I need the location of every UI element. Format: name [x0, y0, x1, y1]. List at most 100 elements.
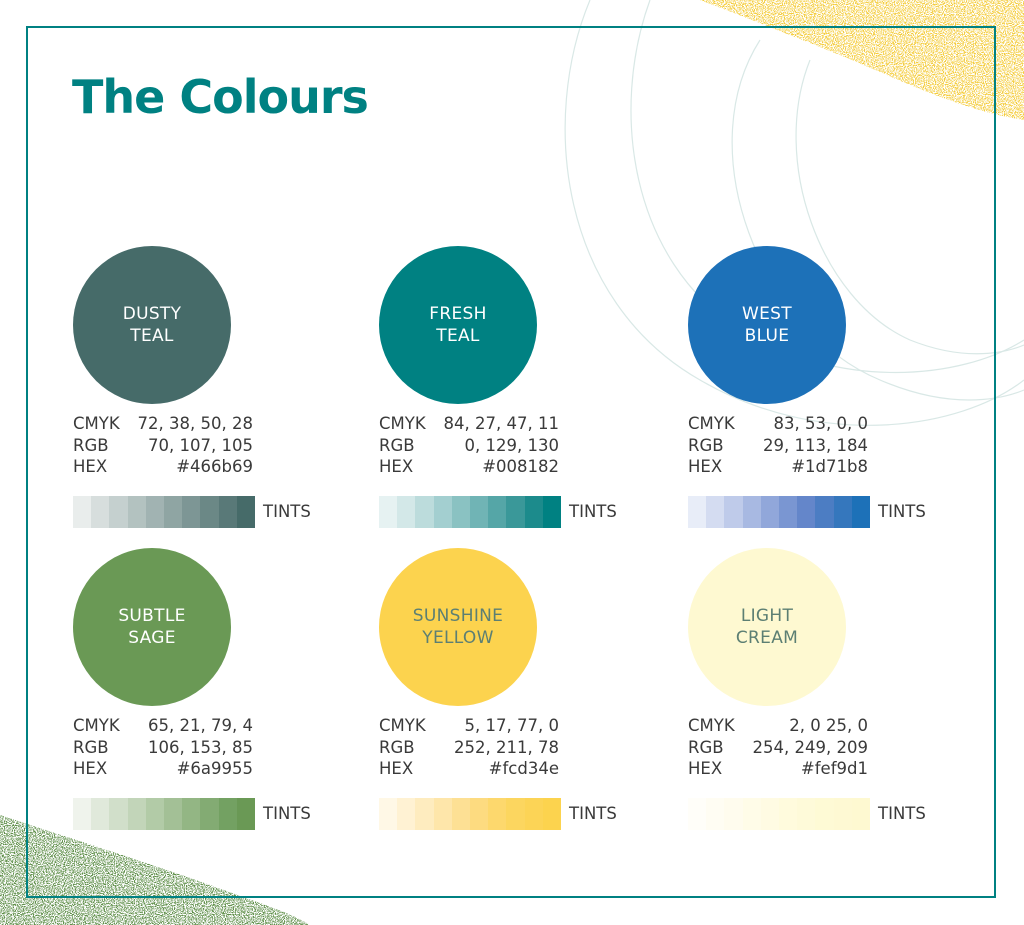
- tint-swatch: [688, 798, 707, 830]
- rgb-row: RGB 252, 211, 78: [379, 737, 559, 759]
- colour-specs: CMYK 72, 38, 50, 28 RGB 70, 107, 105 HEX…: [73, 413, 253, 478]
- tint-swatch: [851, 496, 871, 528]
- cmyk-label: CMYK: [73, 414, 120, 433]
- tint-swatch: [236, 496, 256, 528]
- colour-specs: CMYK 5, 17, 77, 0 RGB 252, 211, 78 HEX #…: [379, 715, 559, 780]
- rgb-label: RGB: [688, 737, 724, 757]
- hex-row: HEX #fef9d1: [688, 758, 868, 780]
- colour-name-line2: TEAL: [130, 326, 174, 346]
- tint-swatch: [218, 496, 237, 528]
- rgb-label: RGB: [379, 435, 415, 455]
- tint-swatch: [218, 798, 237, 830]
- rgb-label: RGB: [73, 435, 109, 455]
- colour-name-line1: WEST: [742, 304, 792, 324]
- colour-swatch: FRESH TEAL: [379, 246, 537, 404]
- tint-swatch: [524, 496, 543, 528]
- colour-name-line2: TEAL: [436, 326, 480, 346]
- tint-swatch: [379, 496, 398, 528]
- colour-specs: CMYK 84, 27, 47, 11 RGB 0, 129, 130 HEX …: [379, 413, 559, 478]
- cmyk-label: CMYK: [688, 716, 735, 735]
- tints-label: TINTS: [878, 804, 926, 823]
- cmyk-label: CMYK: [73, 716, 120, 735]
- tint-swatch: [506, 798, 525, 830]
- tints-strip: [688, 496, 871, 528]
- colour-name-line1: DUSTY: [122, 304, 182, 324]
- tint-swatch: [742, 496, 761, 528]
- cmyk-value: 83, 53, 0, 0: [773, 414, 868, 433]
- hex-value: #fcd34e: [488, 759, 559, 778]
- tint-swatch: [236, 798, 256, 830]
- colour-name-line2: BLUE: [744, 326, 790, 346]
- tint-swatch: [706, 496, 725, 528]
- hex-label: HEX: [73, 457, 108, 476]
- colour-name-line2: SAGE: [128, 628, 176, 648]
- tint-swatch: [488, 496, 507, 528]
- cmyk-row: CMYK 72, 38, 50, 28: [73, 413, 253, 435]
- rgb-value: 0, 129, 130: [464, 435, 559, 455]
- cmyk-value: 5, 17, 77, 0: [464, 716, 559, 735]
- tint-swatch: [760, 798, 780, 830]
- hex-row: HEX #fcd34e: [379, 758, 559, 780]
- tint-swatch: [451, 496, 471, 528]
- cmyk-row: CMYK 2, 0 25, 0: [688, 715, 868, 737]
- tint-swatch: [815, 798, 834, 830]
- tint-swatch: [415, 496, 434, 528]
- rgb-row: RGB 254, 249, 209: [688, 737, 868, 759]
- colour-name-line2: CREAM: [735, 628, 799, 648]
- tint-swatch: [724, 496, 743, 528]
- tints-label: TINTS: [569, 502, 617, 521]
- rgb-row: RGB 106, 153, 85: [73, 737, 253, 759]
- colour-name-line1: SUNSHINE: [412, 606, 504, 626]
- cmyk-label: CMYK: [379, 716, 426, 735]
- colour-swatch: DUSTY TEAL: [73, 246, 231, 404]
- colour-card: SUNSHINE YELLOW CMYK 5, 17, 77, 0 RGB 25…: [379, 548, 679, 848]
- tint-swatch: [91, 798, 110, 830]
- cmyk-row: CMYK 5, 17, 77, 0: [379, 715, 559, 737]
- cmyk-value: 65, 21, 79, 4: [148, 716, 253, 735]
- colour-swatch: SUBTLE SAGE: [73, 548, 231, 706]
- tint-swatch: [742, 798, 761, 830]
- colour-specs: CMYK 65, 21, 79, 4 RGB 106, 153, 85 HEX …: [73, 715, 253, 780]
- tint-swatch: [688, 496, 707, 528]
- tints-strip: [379, 496, 562, 528]
- colour-swatch: WEST BLUE: [688, 246, 846, 404]
- tint-swatch: [127, 798, 146, 830]
- hex-row: HEX #008182: [379, 456, 559, 478]
- hex-label: HEX: [688, 457, 723, 476]
- tint-swatch: [851, 798, 871, 830]
- hex-label: HEX: [379, 457, 414, 476]
- cmyk-value: 84, 27, 47, 11: [443, 414, 559, 433]
- tint-swatch: [815, 496, 834, 528]
- tint-swatch: [542, 496, 562, 528]
- hex-row: HEX #466b69: [73, 456, 253, 478]
- colour-specs: CMYK 83, 53, 0, 0 RGB 29, 113, 184 HEX #…: [688, 413, 868, 478]
- colour-card: WEST BLUE CMYK 83, 53, 0, 0 RGB 29, 113,…: [688, 246, 988, 546]
- tint-swatch: [73, 798, 92, 830]
- tints-strip: [379, 798, 562, 830]
- tint-swatch: [164, 798, 183, 830]
- rgb-row: RGB 29, 113, 184: [688, 435, 868, 457]
- tints-label: TINTS: [878, 502, 926, 521]
- hex-value: #008182: [482, 457, 559, 476]
- colour-card: SUBTLE SAGE CMYK 65, 21, 79, 4 RGB 106, …: [73, 548, 373, 848]
- cmyk-row: CMYK 65, 21, 79, 4: [73, 715, 253, 737]
- cmyk-label: CMYK: [379, 414, 426, 433]
- tint-swatch: [182, 798, 201, 830]
- tint-swatch: [397, 798, 416, 830]
- tint-swatch: [451, 798, 471, 830]
- colour-card: LIGHT CREAM CMYK 2, 0 25, 0 RGB 254, 249…: [688, 548, 988, 848]
- rgb-value: 254, 249, 209: [752, 737, 868, 757]
- tint-swatch: [433, 496, 452, 528]
- colour-name-line1: FRESH: [429, 304, 487, 324]
- hex-label: HEX: [379, 759, 414, 778]
- border-frame: [26, 26, 996, 898]
- tint-swatch: [164, 496, 183, 528]
- rgb-value: 106, 153, 85: [148, 737, 253, 757]
- tint-swatch: [182, 496, 201, 528]
- tint-swatch: [379, 798, 398, 830]
- rgb-value: 29, 113, 184: [763, 435, 868, 455]
- tint-swatch: [833, 496, 852, 528]
- tint-swatch: [488, 798, 507, 830]
- rgb-label: RGB: [73, 737, 109, 757]
- tint-swatch: [109, 798, 128, 830]
